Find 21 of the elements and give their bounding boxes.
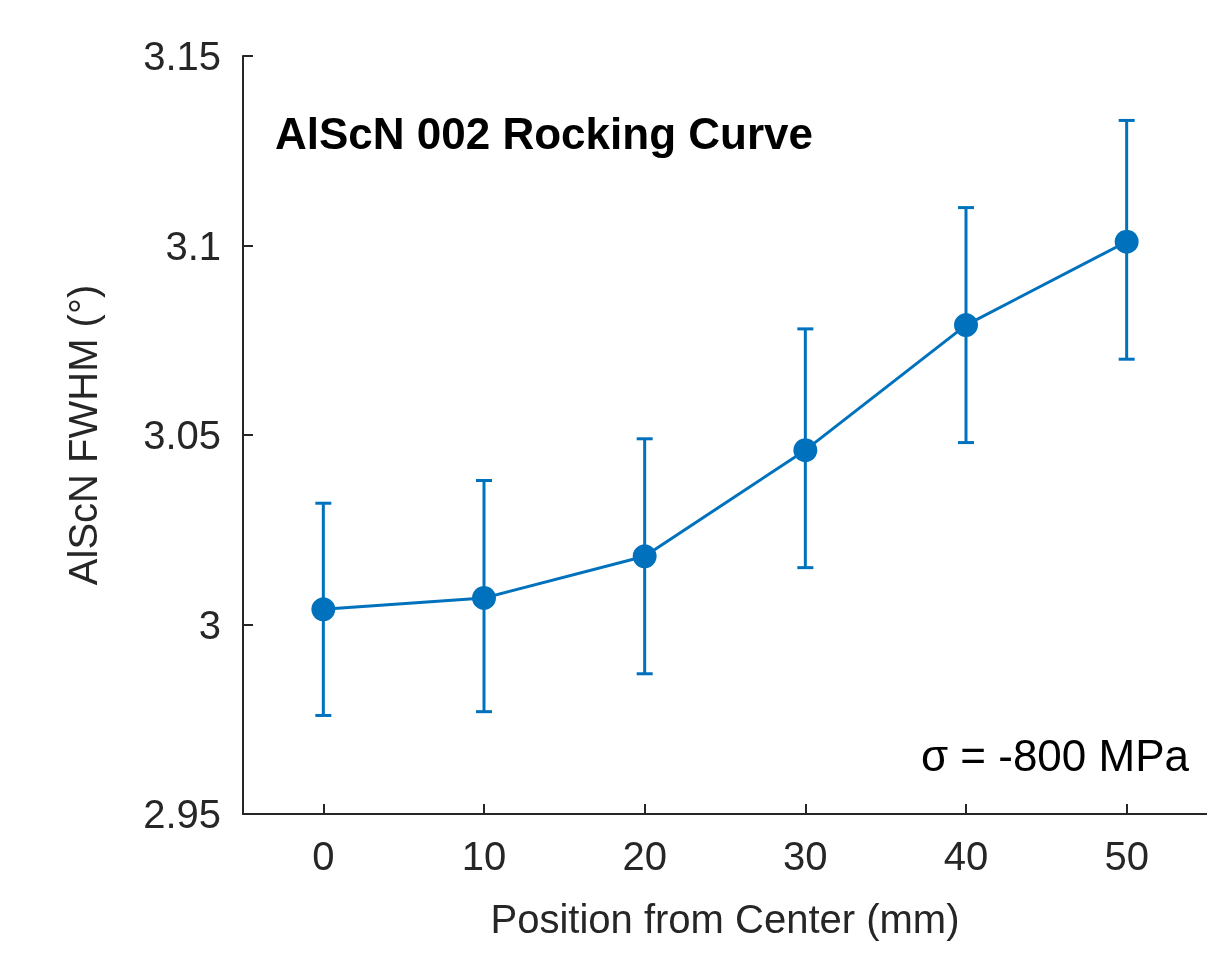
point [793,438,818,463]
point [1114,229,1139,254]
y-tick-label: 3.1 [165,223,221,268]
point [472,585,496,610]
x-tick-label: 40 [943,834,989,878]
point [311,597,336,622]
point [632,544,657,569]
text: AlScN 002 Rocking Curve [275,108,813,158]
y-tick-label: 2.95 [143,792,221,836]
annotation: σ = -800 MPa [920,730,1190,780]
x-tick-label: 10 [461,834,507,878]
x-tick-label: 50 [1104,834,1149,878]
x-tick-label: 0 [312,834,335,878]
point [954,313,978,338]
y-axis-title: AlScN FWHM (°) [61,284,105,586]
y-tick-label: 3 [198,602,221,647]
x-axis-title: Position from Center (mm) [490,897,960,941]
x-tick-label: 30 [783,834,828,878]
y-tick-label: 3.15 [143,34,221,78]
x-tick-label: 20 [622,834,667,878]
y-tick-label: 3.05 [143,413,221,457]
